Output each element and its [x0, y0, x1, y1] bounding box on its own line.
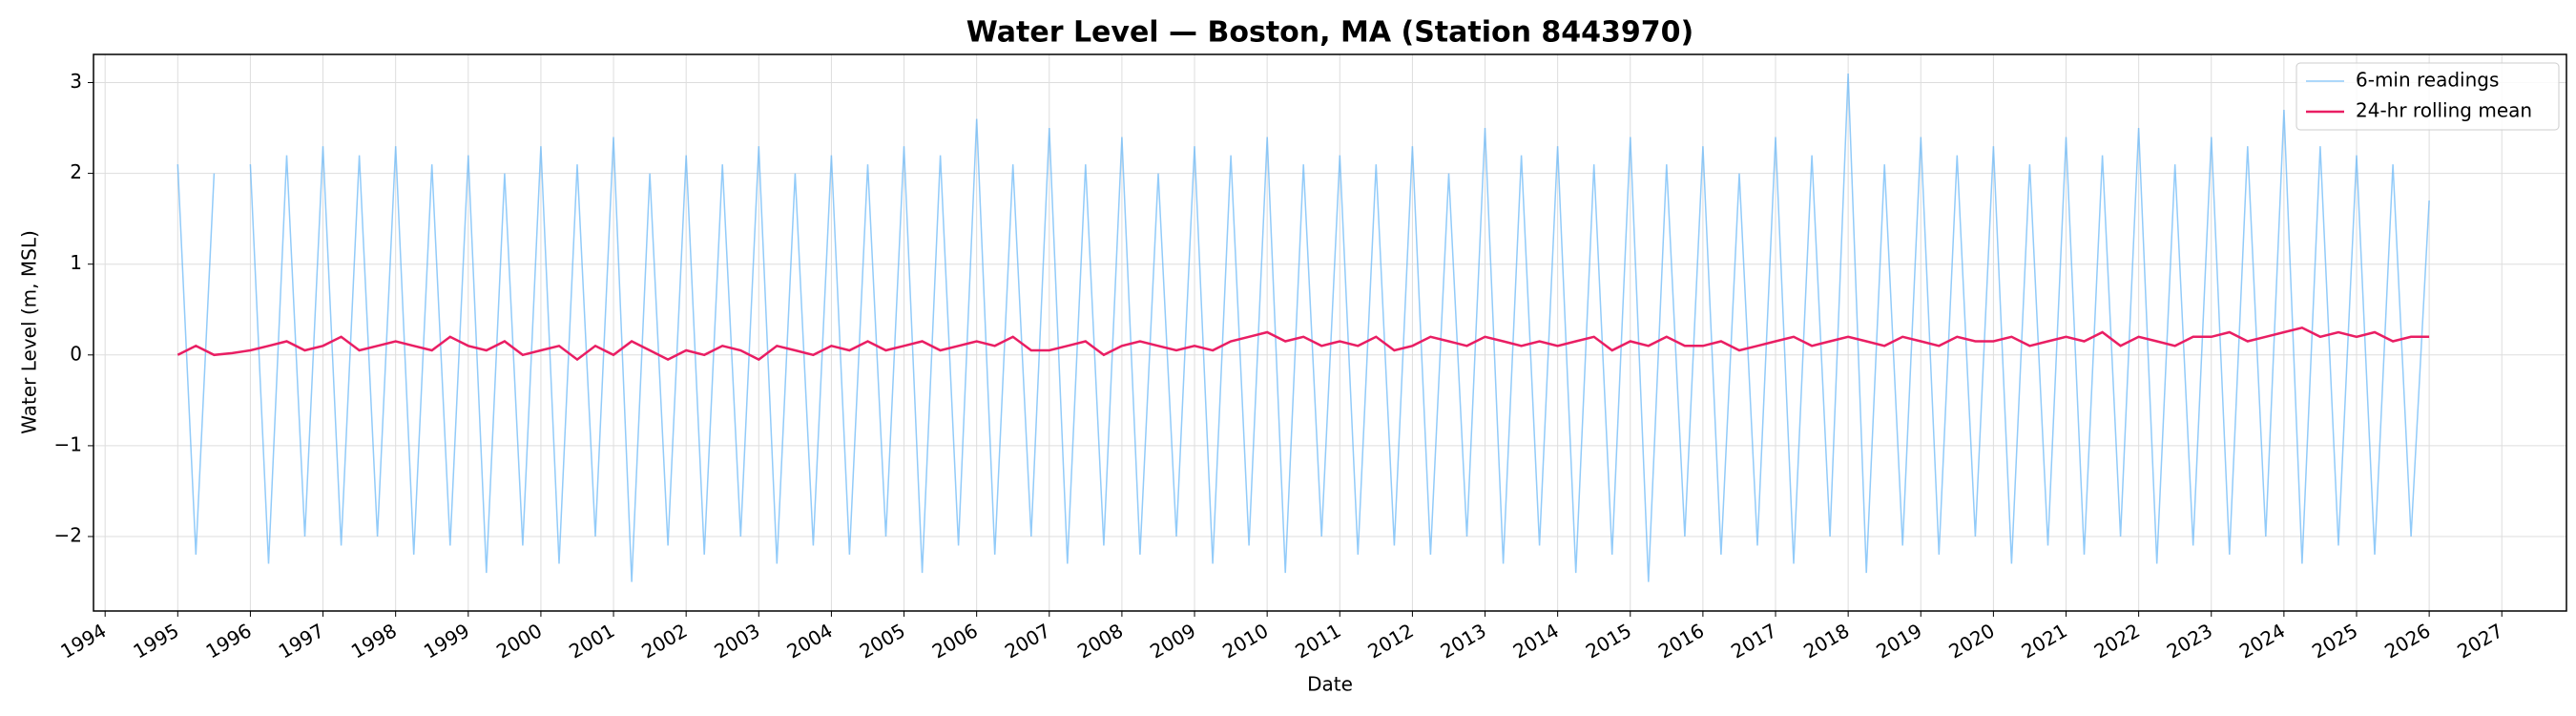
x-tick-label: 2024	[2235, 619, 2289, 663]
x-tick-label: 2012	[1364, 619, 1418, 663]
x-tick-label: 2016	[1654, 619, 1708, 663]
series-line	[177, 73, 2430, 582]
legend-label: 24-hr rolling mean	[2356, 99, 2532, 122]
x-tick-label: 2017	[1727, 619, 1780, 663]
x-tick-label: 2015	[1582, 619, 1635, 663]
x-tick-label: 1997	[275, 619, 328, 663]
x-tick-label: 2006	[928, 619, 982, 663]
x-tick-label: 2023	[2163, 619, 2216, 663]
x-axis-label: Date	[1307, 673, 1353, 696]
x-tick-label: 2004	[783, 619, 837, 663]
plot-frame	[93, 53, 2567, 612]
x-tick-label: 1999	[420, 619, 473, 663]
x-tick-label: 2000	[492, 619, 546, 663]
x-tick-label: 1996	[202, 619, 256, 663]
legend-label: 6-min readings	[2356, 69, 2499, 92]
x-tick-label: 2025	[2308, 619, 2361, 663]
x-tick-label: 1998	[347, 619, 401, 663]
legend-box	[2296, 62, 2560, 131]
x-tick-label: 2011	[1291, 619, 1344, 663]
x-tick-label: 2002	[637, 619, 691, 663]
x-tick-label: 2021	[2018, 619, 2071, 663]
y-tick-label: −2	[54, 524, 82, 547]
x-tick-label: 2005	[856, 619, 909, 663]
x-tick-label: 2027	[2453, 619, 2506, 663]
x-tick-label: 2007	[1001, 619, 1054, 663]
y-tick-label: 1	[70, 251, 82, 274]
x-tick-label: 1994	[56, 619, 110, 663]
x-tick-label: 2018	[1799, 619, 1853, 663]
x-tick-label: 2020	[1945, 619, 1999, 663]
x-tick-label: 2001	[565, 619, 618, 663]
x-tick-label: 2013	[1437, 619, 1490, 663]
x-tick-label: 2009	[1146, 619, 1199, 663]
y-tick-label: 0	[70, 342, 82, 365]
series-line	[177, 326, 2430, 362]
chart-title: Water Level — Boston, MA (Station 844397…	[966, 16, 1694, 50]
y-tick-label: 2	[70, 160, 82, 183]
x-tick-label: 1995	[129, 619, 182, 663]
x-tick-label: 2026	[2380, 619, 2434, 663]
x-tick-label: 2019	[1872, 619, 1925, 663]
x-tick-label: 2008	[1073, 619, 1127, 663]
y-axis-label: Water Level (m, MSL)	[18, 230, 41, 434]
legend: 6-min readings 24-hr rolling mean	[2296, 62, 2560, 131]
x-tick-label: 2014	[1509, 619, 1563, 663]
x-tick-label: 2022	[2090, 619, 2144, 663]
y-tick-label: −1	[54, 432, 82, 455]
y-tick-label: 3	[70, 70, 82, 93]
x-tick-label: 2010	[1218, 619, 1272, 663]
x-tick-label: 2003	[710, 619, 763, 663]
